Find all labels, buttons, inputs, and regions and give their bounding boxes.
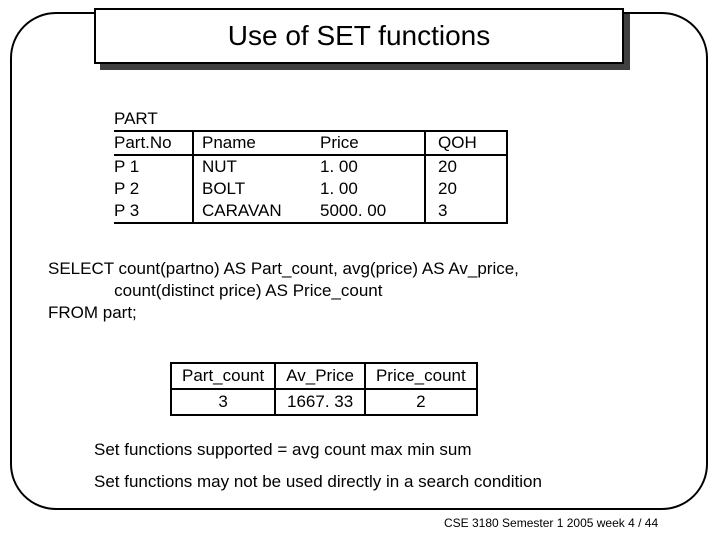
result-r1-c2: 1667. 33 bbox=[275, 389, 365, 415]
sql-line-2: count(distinct price) AS Price_count bbox=[48, 281, 382, 300]
result-h-c3: Price_count bbox=[365, 363, 477, 389]
part-r2-c4: 20 bbox=[425, 178, 507, 200]
part-r3-c4: 3 bbox=[425, 200, 507, 223]
part-r1-c3: 1. 00 bbox=[316, 155, 425, 178]
note-restriction: Set functions may not be used directly i… bbox=[94, 472, 542, 492]
part-r3-c2: CARAVAN bbox=[193, 200, 316, 223]
part-r2-c1: P 2 bbox=[114, 178, 193, 200]
part-r1-c1: P 1 bbox=[114, 155, 193, 178]
part-h-partno: Part.No bbox=[114, 131, 193, 155]
part-r1-c2: NUT bbox=[193, 155, 316, 178]
part-r2-c3: 1. 00 bbox=[316, 178, 425, 200]
part-h-price: Price bbox=[316, 131, 425, 155]
part-caption: PART bbox=[114, 108, 508, 130]
result-h-c2: Av_Price bbox=[275, 363, 365, 389]
part-r3-c1: P 3 bbox=[114, 200, 193, 223]
sql-line-1: SELECT count(partno) AS Part_count, avg(… bbox=[48, 259, 519, 278]
sql-line-3: FROM part; bbox=[48, 303, 137, 322]
note-supported: Set functions supported = avg count max … bbox=[94, 440, 472, 460]
result-table: Part_count Av_Price Price_count 3 1667. … bbox=[170, 362, 478, 416]
title-box: Use of SET functions bbox=[94, 8, 624, 64]
part-r1-c4: 20 bbox=[425, 155, 507, 178]
part-h-qoh: QOH bbox=[425, 131, 507, 155]
part-table: Part.No Pname Price QOH P 1 NUT 1. 00 20… bbox=[114, 130, 508, 224]
result-r1-c1: 3 bbox=[171, 389, 275, 415]
result-r1-c3: 2 bbox=[365, 389, 477, 415]
footer-text: CSE 3180 Semester 1 2005 week 4 / 44 bbox=[444, 516, 658, 530]
part-h-pname: Pname bbox=[193, 131, 316, 155]
part-table-block: PART Part.No Pname Price QOH P 1 NUT 1. … bbox=[114, 108, 508, 224]
slide-title: Use of SET functions bbox=[228, 20, 491, 52]
part-r2-c2: BOLT bbox=[193, 178, 316, 200]
result-h-c1: Part_count bbox=[171, 363, 275, 389]
part-r3-c3: 5000. 00 bbox=[316, 200, 425, 223]
sql-block: SELECT count(partno) AS Part_count, avg(… bbox=[48, 258, 519, 324]
